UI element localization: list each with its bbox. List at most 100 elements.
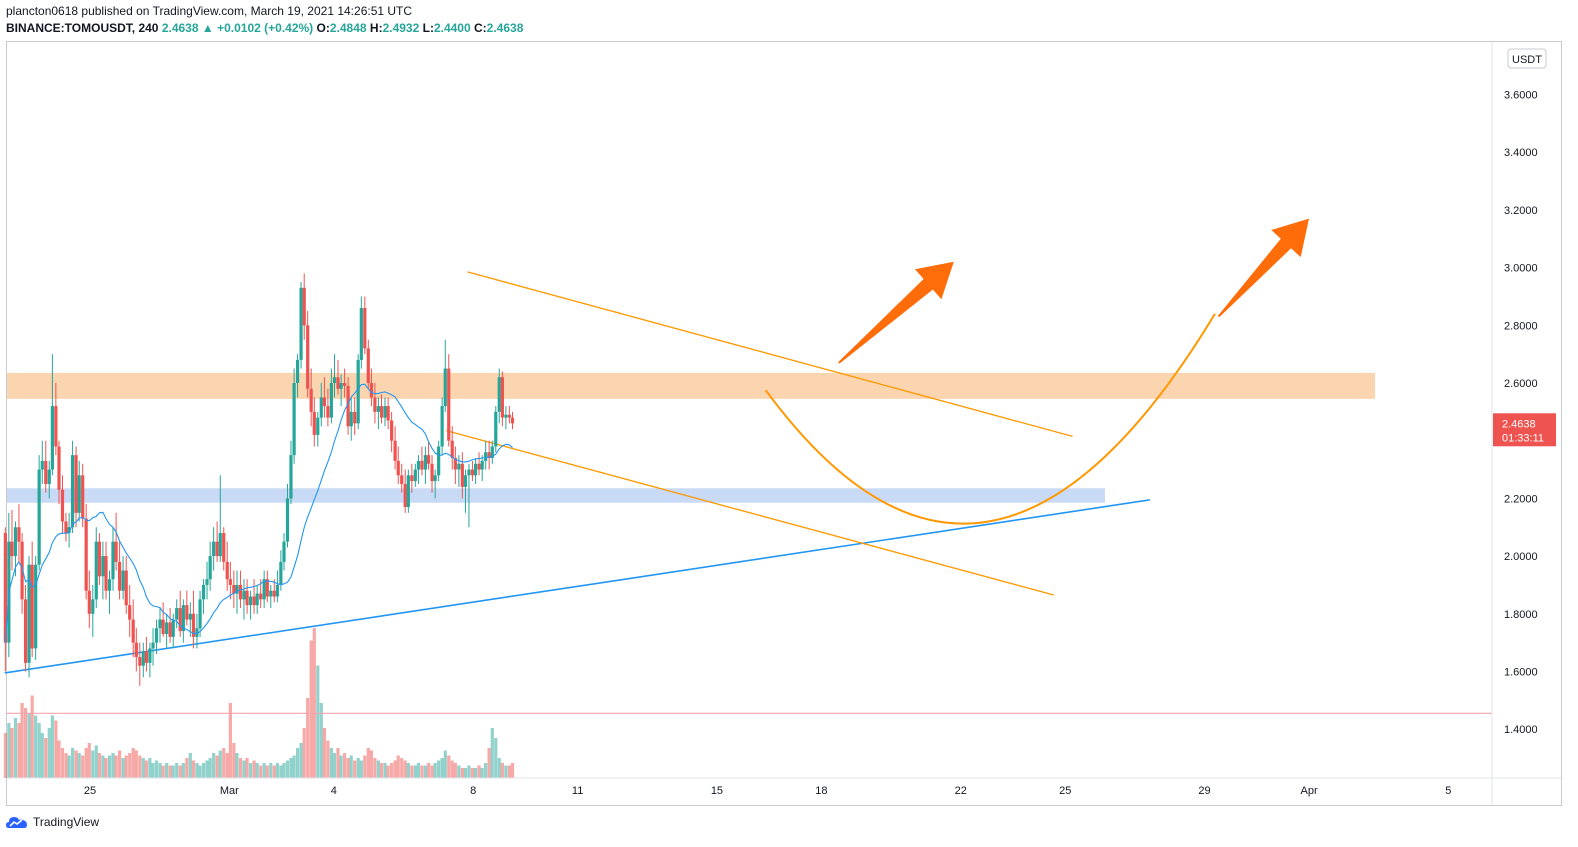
volume-bar bbox=[349, 755, 353, 778]
volume-bar bbox=[336, 748, 340, 778]
volume-bar bbox=[376, 760, 380, 778]
candle-body bbox=[222, 533, 226, 562]
volume-bar bbox=[30, 695, 34, 778]
candle-body bbox=[329, 383, 333, 418]
volume-bar bbox=[272, 765, 276, 778]
volume-bar bbox=[188, 753, 192, 778]
candle-body bbox=[232, 584, 236, 594]
volume-bar bbox=[161, 765, 165, 778]
volume-bar bbox=[23, 708, 28, 778]
chart-frame[interactable] bbox=[6, 41, 1562, 806]
candle-body bbox=[420, 460, 424, 470]
candle-body bbox=[188, 613, 192, 620]
candle-body bbox=[94, 541, 98, 600]
candle-body bbox=[245, 590, 249, 606]
y-tick-label: 3.2000 bbox=[1504, 205, 1538, 217]
volume-bar bbox=[306, 698, 310, 778]
candle-body bbox=[346, 385, 350, 427]
volume-bar bbox=[490, 728, 494, 778]
volume-bar bbox=[87, 743, 91, 778]
candle-body bbox=[101, 556, 105, 577]
candle-body bbox=[400, 475, 404, 484]
candle-body bbox=[235, 584, 239, 594]
volume-bar bbox=[54, 720, 58, 778]
candle-body bbox=[369, 383, 374, 398]
candle-body bbox=[23, 599, 28, 663]
candle-body bbox=[480, 460, 484, 470]
candle-body bbox=[343, 383, 347, 386]
candle-body bbox=[218, 533, 222, 557]
volume-bar bbox=[494, 738, 498, 778]
candle-body bbox=[181, 605, 185, 632]
candle-body bbox=[248, 596, 253, 606]
volume-bar bbox=[450, 760, 454, 778]
tradingview-cloud-icon bbox=[6, 817, 27, 828]
candle-body bbox=[376, 406, 380, 412]
candle-body bbox=[390, 420, 394, 441]
volume-bar bbox=[94, 745, 98, 778]
volume-bar bbox=[420, 765, 424, 778]
x-tick-label: 11 bbox=[572, 785, 583, 797]
volume-bar bbox=[175, 763, 179, 778]
candle-body bbox=[141, 651, 145, 666]
volume-bar bbox=[275, 763, 279, 778]
volume-bar bbox=[332, 753, 337, 778]
volume-bar bbox=[406, 763, 410, 778]
candle-body bbox=[363, 307, 367, 349]
up-triangle-icon: ▲ bbox=[201, 21, 214, 35]
volume-bar bbox=[386, 765, 390, 778]
volume-bar bbox=[198, 765, 202, 778]
volume-bar bbox=[13, 718, 18, 778]
volume-bar bbox=[144, 760, 149, 778]
volume-bar bbox=[497, 758, 501, 778]
volume-bar bbox=[101, 755, 105, 778]
candle-body bbox=[396, 460, 400, 476]
candle-body bbox=[403, 483, 407, 508]
volume-bar bbox=[84, 748, 88, 778]
candle-body bbox=[316, 417, 320, 435]
candle-body bbox=[10, 541, 14, 557]
volume-bar bbox=[443, 750, 447, 778]
candle-body bbox=[467, 469, 471, 476]
volume-bar bbox=[299, 743, 303, 778]
candle-body bbox=[269, 590, 273, 597]
open-label: O: bbox=[316, 21, 330, 35]
close-value: 2.4638 bbox=[486, 21, 524, 35]
low-value: 2.4400 bbox=[433, 21, 471, 35]
volume-bar bbox=[269, 763, 273, 778]
volume-bar bbox=[238, 758, 243, 778]
volume-bar bbox=[285, 760, 290, 778]
candle-body bbox=[484, 452, 488, 461]
candle-body bbox=[34, 564, 38, 649]
candle-body bbox=[292, 383, 296, 456]
candle-body bbox=[332, 377, 337, 383]
volume-bar bbox=[413, 765, 417, 778]
volume-bar bbox=[504, 765, 508, 778]
candle-body bbox=[386, 406, 390, 421]
candle-body bbox=[175, 608, 179, 620]
volume-bar bbox=[470, 768, 475, 778]
candle-body bbox=[406, 475, 410, 508]
volume-bar bbox=[185, 758, 189, 778]
x-tick-label: 8 bbox=[470, 785, 476, 797]
candle-body bbox=[457, 463, 461, 470]
volume-bar bbox=[390, 763, 394, 778]
candle-body bbox=[60, 489, 65, 522]
volume-bar bbox=[242, 760, 246, 778]
volume-bar bbox=[37, 723, 41, 778]
candle-body bbox=[282, 541, 286, 562]
volume-bar bbox=[487, 748, 491, 778]
candle-body bbox=[322, 397, 327, 407]
candle-body bbox=[410, 475, 414, 482]
volume-bar bbox=[81, 755, 85, 778]
candle-body bbox=[151, 642, 155, 649]
candle-body bbox=[212, 541, 216, 557]
candle-body bbox=[473, 463, 478, 476]
candle-body bbox=[104, 556, 108, 591]
candle-body bbox=[67, 527, 71, 534]
volume-bar bbox=[215, 755, 219, 778]
symbol-name: BINANCE:TOMOUSDT, 240 bbox=[6, 21, 159, 35]
volume-bar bbox=[60, 748, 65, 778]
volume-bar bbox=[222, 748, 226, 778]
